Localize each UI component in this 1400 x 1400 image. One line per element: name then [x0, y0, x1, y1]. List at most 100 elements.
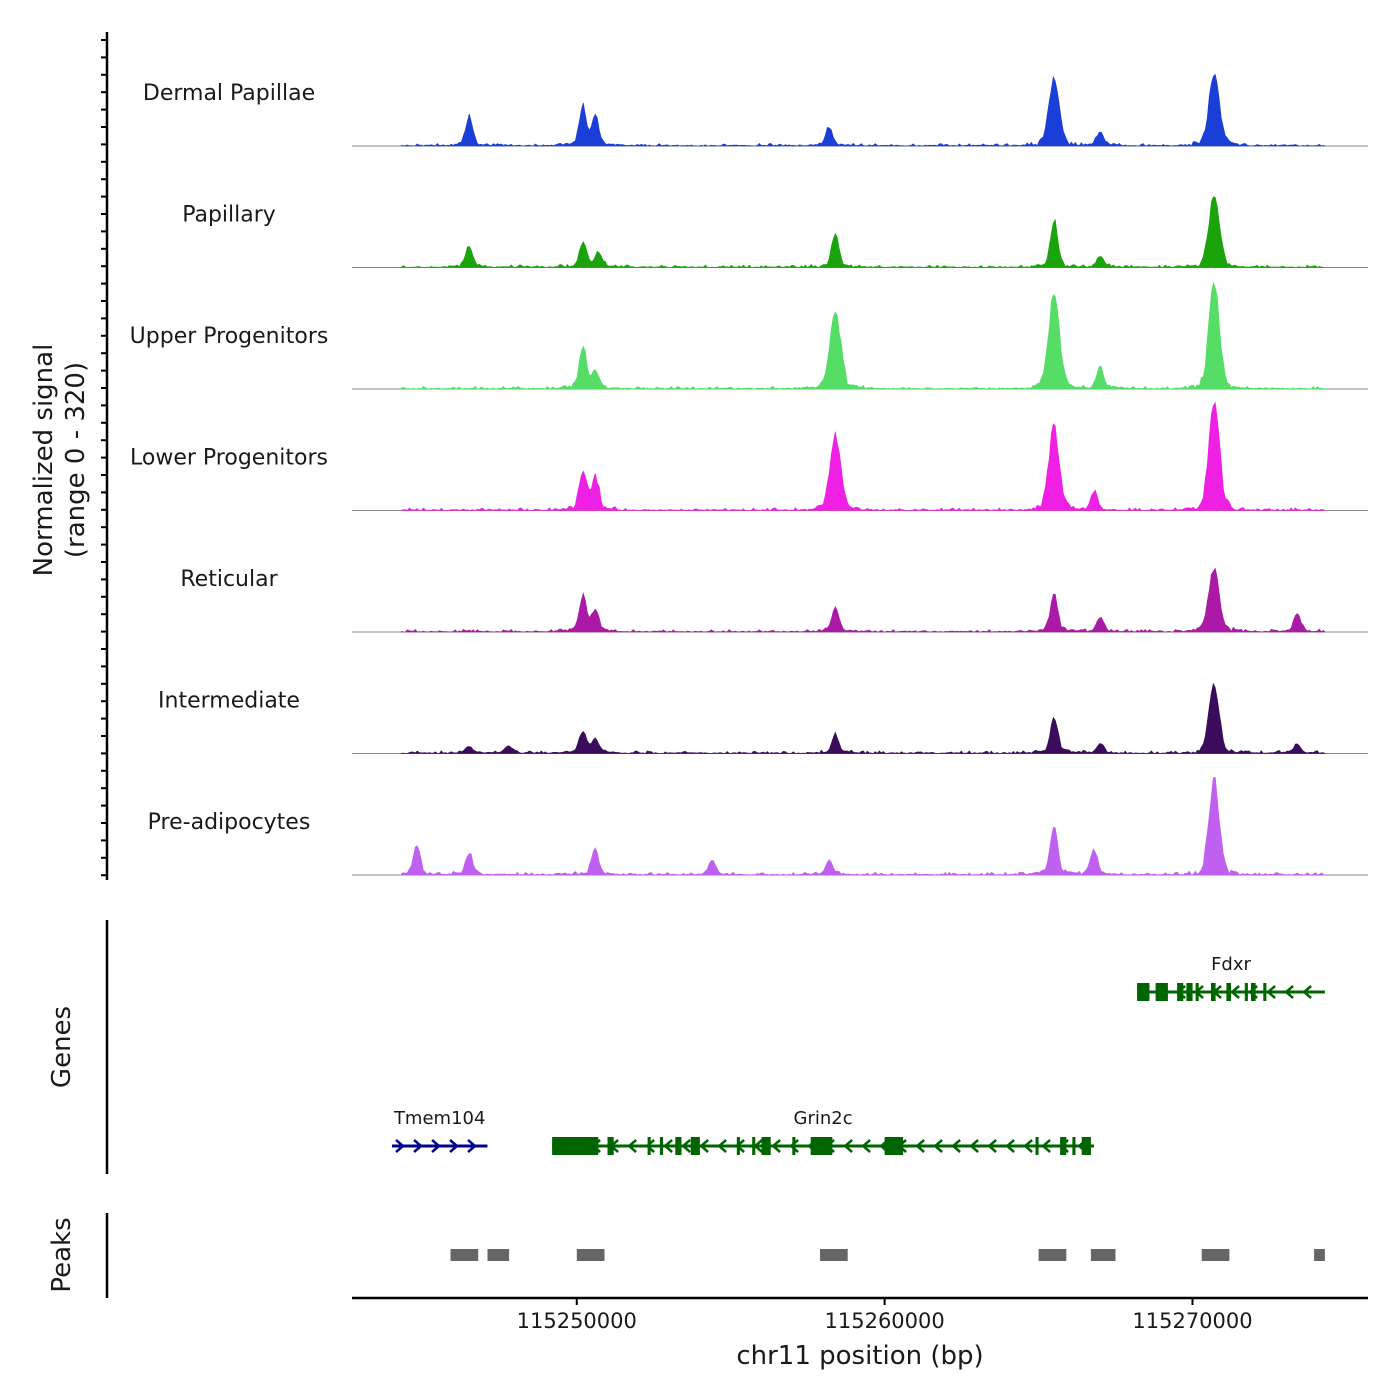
gene-strand-arrow [1302, 985, 1312, 999]
gene-exon [675, 1137, 682, 1155]
coverage-tracks: Dermal Papillae Papillary Upper Progenitor… [130, 73, 1368, 876]
genes-panel-title: Genes [47, 1006, 77, 1088]
gene-exon [792, 1137, 796, 1155]
gene: Fdxr [1137, 954, 1325, 1001]
peak-region [1201, 1249, 1230, 1261]
gene-exon [1195, 983, 1199, 1001]
gene-strand-arrow [969, 1139, 979, 1153]
coverage-track-signal [401, 73, 1326, 147]
coverage-track-label: Dermal Papillae [143, 81, 315, 106]
gene-strand-arrow [681, 1139, 691, 1153]
peak-region [487, 1249, 510, 1261]
coverage-track-label: Reticular [180, 567, 278, 592]
gene-exon [752, 1137, 756, 1155]
gene-strand-arrow [843, 1139, 853, 1153]
gene-exon [761, 1137, 771, 1155]
gene-strand-arrow [789, 1139, 799, 1153]
gene-strand-arrow [951, 1139, 961, 1153]
gene-strand-arrow [1284, 985, 1294, 999]
coverage-track: Intermediate [158, 682, 1368, 754]
gene-exon [1035, 1137, 1039, 1155]
peak-region [1090, 1249, 1116, 1261]
coverage-track: Reticular [180, 567, 1368, 633]
gene-strand-arrow [933, 1139, 943, 1153]
gene-exon [810, 1137, 833, 1155]
gene-strand-arrow [717, 1139, 727, 1153]
peak-region [1038, 1249, 1067, 1261]
gene-exon [659, 1137, 663, 1155]
peak-region [1314, 1249, 1325, 1261]
gene-strand-arrow [1041, 1139, 1051, 1153]
gene-exon [607, 1137, 614, 1155]
gene-exon [1060, 1137, 1067, 1155]
coverage-track-label: Lower Progenitors [130, 446, 328, 471]
peak-region [450, 1249, 479, 1261]
gene-exon [1226, 983, 1231, 1001]
gene-exon [1155, 983, 1168, 1001]
coverage-track-signal [401, 281, 1325, 390]
gene-label: Grin2c [794, 1108, 853, 1129]
peak-region [820, 1249, 848, 1261]
gene-exon [1081, 1137, 1091, 1155]
gene-strand-arrow [645, 1139, 655, 1153]
gene-strand-arrow [699, 1139, 709, 1153]
gene-strand-arrow [771, 1139, 781, 1153]
gene-strand-arrow [467, 1139, 477, 1153]
coverage-track-signal [401, 777, 1326, 876]
gene-exon [552, 1137, 599, 1155]
gene-strand-arrow [395, 1139, 405, 1153]
coverage-track: Papillary [182, 196, 1368, 268]
gene-strand-arrow [1230, 985, 1240, 999]
gene-exon [1072, 1137, 1076, 1155]
gene: Grin2c [552, 1108, 1094, 1155]
gene-strand-arrow [1005, 1139, 1015, 1153]
gene-strand-arrow [627, 1139, 637, 1153]
gene-strand-arrow [915, 1139, 925, 1153]
gene-exon [1244, 983, 1248, 1001]
gene-exon [1137, 983, 1150, 1001]
gene-strand-arrow [987, 1139, 997, 1153]
gene-exon [647, 1137, 651, 1155]
gene-strand-arrow [861, 1139, 871, 1153]
gene-exon [736, 1137, 740, 1155]
gene-label: Fdxr [1211, 954, 1251, 975]
coverage-track-signal [401, 567, 1326, 633]
gene-exon [1251, 983, 1256, 1001]
gene-strand-arrow [449, 1139, 459, 1153]
gene: Tmem104 [392, 1108, 488, 1153]
gene-exon [1211, 983, 1216, 1001]
coverage-track: Pre-adipocytes [148, 777, 1368, 876]
gene-exon [1263, 983, 1267, 1001]
peak-region [576, 1249, 605, 1261]
coverage-track: Upper Progenitors [130, 281, 1368, 390]
gene-strand-arrow [1266, 985, 1276, 999]
gene-strand-arrow [413, 1139, 423, 1153]
coverage-track-signal [401, 196, 1325, 268]
coverage-track-label: Upper Progenitors [130, 324, 329, 349]
y-axis-title-line2: (range 0 - 320) [61, 362, 91, 558]
gene-strand-arrow [1023, 1139, 1033, 1153]
gene-annotations: Fdxr Tmem104 Grin2c [392, 954, 1325, 1155]
gene-exon [1177, 983, 1184, 1001]
coverage-axis-ticks [101, 39, 107, 877]
coverage-track-label: Intermediate [158, 689, 300, 714]
coverage-track: Dermal Papillae [143, 73, 1368, 147]
x-axis-ticks: 115250000 115260000 115270000 [517, 1298, 1253, 1333]
peak-regions [450, 1249, 1325, 1261]
x-axis-tick-label: 115260000 [825, 1309, 945, 1333]
x-axis-tick-label: 115250000 [517, 1309, 637, 1333]
x-axis-title: chr11 position (bp) [736, 1341, 983, 1371]
coverage-track-label: Pre-adipocytes [148, 810, 311, 835]
gene-exon [690, 1137, 700, 1155]
coverage-track-label: Papillary [182, 203, 276, 228]
y-axis-title-line1: Normalized signal [29, 344, 59, 577]
coverage-track: Lower Progenitors [130, 401, 1368, 511]
coverage-track-signal [401, 401, 1326, 511]
peaks-panel-title: Peaks [47, 1217, 77, 1292]
coverage-track-signal [401, 682, 1326, 754]
gene-exon [884, 1137, 904, 1155]
gene-strand-arrow [663, 1139, 673, 1153]
gene-label: Tmem104 [393, 1108, 486, 1129]
gene-strand-arrow [431, 1139, 441, 1153]
